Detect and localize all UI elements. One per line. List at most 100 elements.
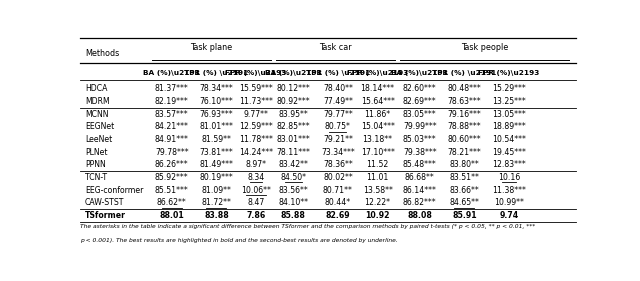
Text: 15.04***: 15.04***	[361, 122, 394, 131]
Text: 84.91***: 84.91***	[155, 135, 189, 144]
Text: HDCA: HDCA	[85, 84, 108, 93]
Text: 86.62**: 86.62**	[157, 198, 187, 207]
Text: 83.80**: 83.80**	[449, 160, 479, 169]
Text: 78.63***: 78.63***	[447, 97, 481, 106]
Text: 11.38***: 11.38***	[492, 186, 526, 195]
Text: 84.65**: 84.65**	[449, 198, 479, 207]
Text: 83.42**: 83.42**	[278, 160, 308, 169]
Text: 11.78***: 11.78***	[239, 135, 273, 144]
Text: TCN-T: TCN-T	[85, 173, 107, 182]
Text: 73.34***: 73.34***	[321, 148, 355, 157]
Text: 19.45***: 19.45***	[492, 148, 526, 157]
Text: 84.10**: 84.10**	[278, 198, 308, 207]
Text: 83.05***: 83.05***	[403, 110, 436, 119]
Text: 85.48***: 85.48***	[403, 160, 436, 169]
Text: 76.10***: 76.10***	[200, 97, 233, 106]
Text: Task people: Task people	[461, 43, 508, 52]
Text: FPR (%)\u2193: FPR (%)\u2193	[347, 70, 408, 76]
Text: FPR (%)\u2193: FPR (%)\u2193	[479, 70, 540, 76]
Text: Task car: Task car	[319, 43, 352, 52]
Text: 83.66**: 83.66**	[449, 186, 479, 195]
Text: 83.95**: 83.95**	[278, 110, 308, 119]
Text: 82.69: 82.69	[326, 211, 350, 220]
Text: 15.29***: 15.29***	[492, 84, 526, 93]
Text: 78.40**: 78.40**	[323, 84, 353, 93]
Text: 77.49**: 77.49**	[323, 97, 353, 106]
Text: 83.01***: 83.01***	[276, 135, 310, 144]
Text: 12.22*: 12.22*	[365, 198, 390, 207]
Text: 10.92: 10.92	[365, 211, 390, 220]
Text: MCNN: MCNN	[85, 110, 108, 119]
Text: 78.11***: 78.11***	[276, 148, 310, 157]
Text: 82.69***: 82.69***	[403, 97, 436, 106]
Text: 9.74: 9.74	[499, 211, 518, 220]
Text: 12.83***: 12.83***	[492, 160, 526, 169]
Text: 10.16: 10.16	[498, 173, 520, 182]
Text: 81.72**: 81.72**	[202, 198, 231, 207]
Text: 11.86*: 11.86*	[365, 110, 390, 119]
Text: LeeNet: LeeNet	[85, 135, 112, 144]
Text: 79.77**: 79.77**	[323, 110, 353, 119]
Text: 88.08: 88.08	[407, 211, 432, 220]
Text: 10.99**: 10.99**	[494, 198, 524, 207]
Text: 85.03***: 85.03***	[403, 135, 436, 144]
Text: 83.57***: 83.57***	[155, 110, 189, 119]
Text: 79.21**: 79.21**	[323, 135, 353, 144]
Text: 10.06**: 10.06**	[241, 186, 271, 195]
Text: 8.34: 8.34	[248, 173, 265, 182]
Text: 73.81***: 73.81***	[200, 148, 233, 157]
Text: 78.88***: 78.88***	[447, 122, 481, 131]
Text: EEG-conformer: EEG-conformer	[85, 186, 143, 195]
Text: 81.49***: 81.49***	[200, 160, 234, 169]
Text: 82.60***: 82.60***	[403, 84, 436, 93]
Text: 80.12***: 80.12***	[276, 84, 310, 93]
Text: 79.38***: 79.38***	[403, 148, 436, 157]
Text: 76.93***: 76.93***	[200, 110, 233, 119]
Text: TPR (%) \u2191: TPR (%) \u2191	[432, 70, 497, 76]
Text: 15.64***: 15.64***	[361, 97, 394, 106]
Text: 79.78***: 79.78***	[155, 148, 189, 157]
Text: 83.56**: 83.56**	[278, 186, 308, 195]
Text: 10.54***: 10.54***	[492, 135, 526, 144]
Text: The asterisks in the table indicate a significant difference between TSformer an: The asterisks in the table indicate a si…	[80, 224, 535, 229]
Text: PPNN: PPNN	[85, 160, 106, 169]
Text: 11.52: 11.52	[367, 160, 388, 169]
Text: 80.02**: 80.02**	[323, 173, 353, 182]
Text: 85.92***: 85.92***	[155, 173, 189, 182]
Text: 78.36**: 78.36**	[323, 160, 353, 169]
Text: 80.60***: 80.60***	[447, 135, 481, 144]
Text: 80.44*: 80.44*	[325, 198, 351, 207]
Text: 9.77**: 9.77**	[244, 110, 269, 119]
Text: 83.51**: 83.51**	[449, 173, 479, 182]
Text: MDRM: MDRM	[85, 97, 109, 106]
Text: 18.14***: 18.14***	[360, 84, 395, 93]
Text: FPR (%)\u2193: FPR (%)\u2193	[225, 70, 287, 76]
Text: 13.25***: 13.25***	[492, 97, 526, 106]
Text: 86.26***: 86.26***	[155, 160, 189, 169]
Text: 82.19***: 82.19***	[155, 97, 189, 106]
Text: 78.34***: 78.34***	[200, 84, 233, 93]
Text: TPR (%) \u2191: TPR (%) \u2191	[306, 70, 370, 76]
Text: 81.59**: 81.59**	[202, 135, 231, 144]
Text: BA (%)\u2191: BA (%)\u2191	[265, 70, 322, 76]
Text: 86.82***: 86.82***	[403, 198, 436, 207]
Text: 83.88: 83.88	[204, 211, 228, 220]
Text: 84.21***: 84.21***	[155, 122, 189, 131]
Text: 17.10***: 17.10***	[361, 148, 394, 157]
Text: 81.37***: 81.37***	[155, 84, 189, 93]
Text: TPR (%) \u2191: TPR (%) \u2191	[184, 70, 248, 76]
Text: 13.58**: 13.58**	[363, 186, 392, 195]
Text: 12.59***: 12.59***	[239, 122, 273, 131]
Text: TSformer: TSformer	[85, 211, 126, 220]
Text: 79.16***: 79.16***	[447, 110, 481, 119]
Text: 7.86: 7.86	[246, 211, 266, 220]
Text: 88.01: 88.01	[159, 211, 184, 220]
Text: BA (%)\u2191: BA (%)\u2191	[391, 70, 448, 76]
Text: CAW-STST: CAW-STST	[85, 198, 124, 207]
Text: 79.99***: 79.99***	[403, 122, 436, 131]
Text: PLNet: PLNet	[85, 148, 108, 157]
Text: 80.48***: 80.48***	[447, 84, 481, 93]
Text: 80.75*: 80.75*	[325, 122, 351, 131]
Text: 11.01: 11.01	[367, 173, 388, 182]
Text: 15.59***: 15.59***	[239, 84, 273, 93]
